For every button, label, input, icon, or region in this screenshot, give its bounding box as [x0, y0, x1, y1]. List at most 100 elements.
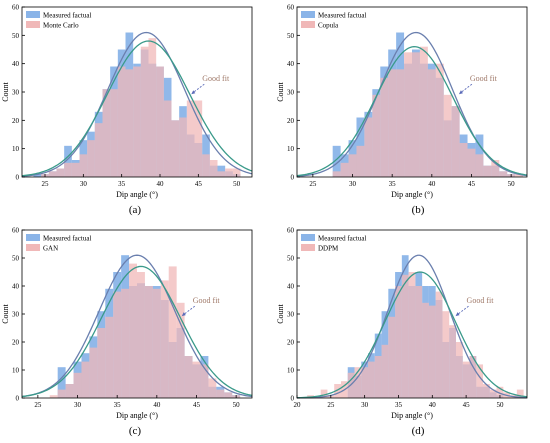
- x-tick-label: 35: [118, 180, 126, 188]
- legend-swatch: [301, 234, 315, 241]
- fit-curve-2: [296, 46, 528, 177]
- bar: [79, 154, 88, 177]
- panel-label-d: (d): [411, 425, 425, 437]
- histogram-chart-c: 0 10 20 30 40 50 60 25 30 35 40 45 50 Dip angle (°) Co…: [1, 227, 253, 420]
- bar: [356, 145, 365, 177]
- x-tick-label: 40: [153, 401, 161, 409]
- y-tick-label: 60: [12, 4, 20, 12]
- bar: [388, 316, 396, 398]
- x-tick-label: 45: [195, 180, 203, 188]
- bar: [33, 174, 42, 177]
- y-tick-label: 10: [12, 367, 20, 375]
- bar: [442, 311, 450, 398]
- bar: [483, 165, 492, 177]
- bar: [137, 272, 145, 398]
- annotation-text: Good fit: [467, 296, 495, 305]
- x-tick-label: 25: [42, 180, 50, 188]
- histogram-chart-d: 0 10 20 30 40 50 60 20 25 30 35 40 45 50 Dip angle (°)…: [276, 227, 528, 420]
- y-tick-label: 50: [287, 32, 295, 40]
- bar: [148, 38, 157, 177]
- x-tick-label: 35: [114, 401, 122, 409]
- x-tick-label: 25: [327, 401, 335, 409]
- panel-label-a: (a): [128, 204, 142, 216]
- y-tick-label: 20: [12, 117, 20, 125]
- bar: [415, 286, 423, 398]
- bar: [179, 117, 187, 177]
- bar: [428, 305, 436, 398]
- bar: [225, 168, 233, 177]
- bar: [87, 140, 95, 177]
- y-tick-label: 0: [291, 395, 295, 403]
- bar: [48, 171, 57, 177]
- bar: [64, 145, 72, 177]
- series-simulated: [41, 38, 241, 177]
- bar: [160, 280, 169, 398]
- y-tick-label: 10: [12, 145, 20, 153]
- plot-group: 0 10 20 30 40 50 60 25 30 35 40 45 50 Dip angle (°) Co…: [1, 4, 253, 199]
- bar: [171, 120, 180, 177]
- bar: [483, 384, 490, 398]
- y-tick-label: 30: [287, 311, 295, 319]
- x-tick-label: 50: [233, 401, 241, 409]
- bar: [156, 66, 164, 177]
- bar: [395, 286, 402, 398]
- legend: Measured factual GAN: [26, 234, 91, 253]
- bar: [94, 123, 103, 177]
- x-tick-label: 20: [294, 401, 302, 409]
- x-tick-label: 25: [309, 180, 317, 188]
- y-tick-label: 40: [12, 60, 20, 68]
- legend: Measured factual Monte Carlo: [26, 11, 91, 30]
- legend-label: Measured factual: [43, 12, 91, 20]
- bar: [516, 389, 524, 398]
- y-tick-label: 30: [12, 89, 20, 97]
- bar: [102, 89, 111, 177]
- x-tick-label: 45: [193, 401, 201, 409]
- bar: [217, 171, 226, 177]
- bar: [443, 94, 452, 177]
- x-axis-label: Dip angle (°): [116, 411, 158, 420]
- x-tick-label: 40: [429, 401, 437, 409]
- y-tick-label: 10: [287, 145, 295, 153]
- bar: [462, 361, 470, 398]
- annotation-arrowhead: [455, 312, 460, 317]
- bar: [396, 69, 405, 177]
- legend-label: Monte Carlo: [43, 22, 79, 30]
- bar: [455, 342, 463, 398]
- bar: [401, 274, 409, 398]
- good-fit-annotation: Good fit: [181, 296, 220, 317]
- bar: [208, 378, 217, 398]
- bar: [110, 89, 118, 177]
- y-axis-label: Count: [1, 81, 10, 101]
- bar: [152, 288, 161, 398]
- y-tick-label: 0: [291, 174, 295, 182]
- fit-curve-2: [21, 265, 253, 398]
- bar: [381, 344, 389, 398]
- y-axis-label: Count: [276, 303, 285, 323]
- bar: [184, 356, 193, 398]
- legend-label: Measured factual: [318, 12, 366, 20]
- bar: [163, 100, 172, 177]
- bar: [332, 145, 341, 177]
- bar: [117, 66, 126, 177]
- legend-label: Measured factual: [43, 235, 91, 243]
- y-tick-label: 50: [12, 255, 20, 263]
- y-tick-label: 60: [287, 227, 295, 235]
- bar: [140, 46, 149, 177]
- legend-swatch: [26, 11, 40, 18]
- series-simulated: [49, 263, 241, 398]
- bar: [320, 389, 328, 398]
- plot-group: 0 10 20 30 40 50 60 20 25 30 35 40 45 50 Dip angle (°)…: [276, 227, 528, 420]
- bar: [73, 372, 82, 398]
- x-tick-label: 30: [80, 180, 88, 188]
- bar: [216, 389, 225, 398]
- legend-label: GAN: [43, 245, 58, 253]
- bar: [459, 143, 468, 177]
- x-tick-label: 30: [361, 401, 369, 409]
- bar: [192, 361, 201, 398]
- legend-swatch: [301, 244, 315, 251]
- bar: [194, 100, 203, 177]
- plot-group: 0 10 20 30 40 50 60 25 30 35 40 45 50 Dip angle (°) Co…: [276, 4, 528, 199]
- bar: [451, 106, 460, 177]
- y-tick-label: 30: [287, 89, 295, 97]
- annotation-arrowhead: [181, 312, 186, 317]
